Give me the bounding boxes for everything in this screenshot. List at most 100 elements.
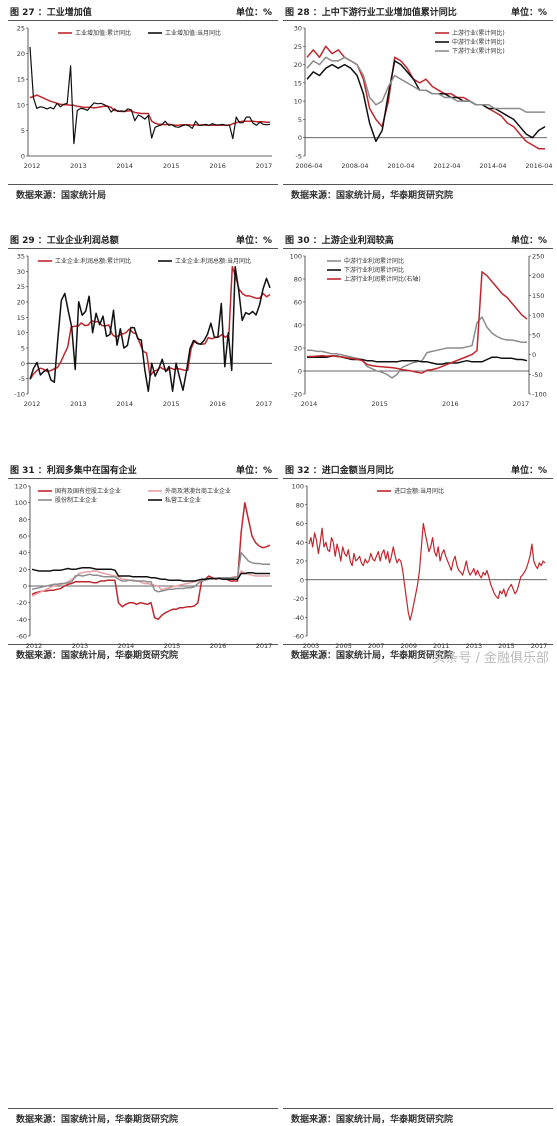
data-source: 数据来源：国家统计局，华泰期货研究院 (16, 1115, 179, 1125)
x-tick-label: 2017 (256, 642, 273, 650)
x-tick-label: 2013 (466, 642, 483, 650)
y-tick-label: 10 (17, 101, 25, 109)
x-tick-label: 2014 (117, 400, 134, 408)
y2-tick-label: -100 (532, 391, 547, 399)
y-tick-label: -40 (16, 616, 27, 624)
x-tick-label: 2015 (163, 400, 180, 408)
series-line (307, 316, 527, 379)
y-tick-label: 20 (19, 566, 27, 574)
x-tick-label: 2006-04 (295, 162, 322, 170)
x-tick-label: 2005 (335, 642, 352, 650)
series-line (31, 566, 270, 582)
y-tick-label: 80 (19, 516, 27, 524)
line-chart: -60 -40 -20 0 20 40 60 80 100 2003 2005 2007 2009 201… (292, 483, 548, 651)
series-line (307, 271, 528, 374)
x-tick-label: 2015 (163, 162, 180, 170)
y-tick-label: 20 (294, 345, 302, 353)
unit-label: 单位：% (510, 466, 547, 476)
legend-label: 工业企业:利润总额:累计同比 (55, 257, 131, 265)
y-tick-label: 0 (298, 368, 302, 376)
line-chart: -60 -40 -20 0 20 40 60 80 100 120 2012 2013 2014 2015… (15, 483, 273, 651)
x-tick-label: 2009 (400, 642, 417, 650)
legend-label: 外商及港澳台商工业企业 (165, 487, 231, 495)
panel-footer: 数据来源：国家统计局，华泰期货研究院 (8, 1108, 278, 1125)
unit-label: 单位：% (235, 8, 272, 18)
unit-label: 单位：% (510, 8, 547, 18)
x-tick-label: 2011 (433, 642, 450, 650)
y-tick-label: 0 (21, 360, 25, 368)
figure-title: 图 32 ：进口金额当月同比 (285, 466, 394, 476)
chart-panel: 图 27 ：工业增加值 单位：% 0 5 10 15 20 25 2012 2013 2014 201… (8, 4, 278, 202)
y-tick-label: 30 (17, 268, 25, 276)
series-line (29, 46, 271, 145)
y-tick-label: 25 (17, 25, 25, 33)
line-chart: -20 0 20 40 60 80 100 -100 -50 0 50 100 150 200 250 201… (290, 253, 547, 409)
y-tick-label: 20 (17, 299, 25, 307)
x-tick-label: 2016-04 (525, 162, 552, 170)
legend-label: 中游行业(累计同比) (452, 38, 505, 46)
x-tick-label: 2014-04 (479, 162, 506, 170)
y-tick-label: -20 (291, 391, 302, 399)
data-source: 数据来源：国家统计局，华泰期货研究院 (291, 191, 454, 201)
y-tick-label: 15 (17, 314, 25, 322)
x-tick-label: 2017 (531, 642, 548, 650)
y2-tick-label: 250 (532, 253, 544, 261)
y-tick-label: 5 (21, 345, 25, 353)
y2-tick-label: 200 (532, 272, 544, 280)
y-tick-label: -60 (16, 633, 27, 641)
y-tick-label: 40 (296, 539, 304, 547)
x-tick-label: 2015 (371, 400, 388, 408)
data-source: 数据来源：国家统计局 (16, 191, 107, 201)
data-source: 数据来源：国家统计局，华泰期货研究院 (291, 651, 454, 661)
y-tick-label: 0 (300, 576, 304, 584)
y-tick-label: -20 (293, 595, 304, 603)
legend-label: 工业企业:利润总额:当月同比 (175, 257, 251, 265)
x-tick-label: 2014 (117, 162, 134, 170)
y-tick-label: 35 (17, 253, 25, 261)
data-source: 数据来源：国家统计局，华泰期货研究院 (291, 1115, 454, 1125)
series-line (31, 551, 270, 593)
panel-header: 图 31 ：利润多集中在国有企业 单位：% (8, 462, 278, 479)
figure-title: 图 27 ：工业增加值 (10, 8, 92, 18)
y-tick-label: 60 (296, 520, 304, 528)
x-tick-label: 2012 (24, 400, 41, 408)
figure-title: 图 31 ：利润多集中在国有企业 (10, 466, 137, 476)
y-tick-label: 0 (21, 153, 25, 161)
data-source: 数据来源：国家统计局，华泰期货研究院 (16, 651, 179, 661)
legend-label: 下游行业(累计同比) (452, 47, 505, 55)
series-line (29, 94, 270, 127)
y2-tick-label: 150 (532, 292, 544, 300)
chart-panel: 图 28 ：上中下游行业工业增加值累计同比 单位：% -5 0 5 10 15 20 25 30 2… (283, 4, 553, 202)
y-tick-label: 10 (17, 329, 25, 337)
x-tick-label: 2016 (442, 400, 459, 408)
y-tick-label: 0 (298, 134, 302, 142)
figure-title: 图 30 ：上游企业利润较高 (285, 236, 394, 246)
y-tick-label: 25 (17, 283, 25, 291)
line-chart: -5 0 5 10 15 20 25 30 2006-04 2008-04 2010-04 2012-… (294, 25, 553, 171)
x-tick-label: 2015 (164, 642, 181, 650)
chart-panel: 图 32 ：进口金额当月同比 单位：% -60 -40 -20 0 20 40 60 80 100 2… (283, 462, 553, 1126)
panel-footer: 数据来源：国家统计局 (8, 184, 278, 201)
x-tick-label: 2007 (368, 642, 385, 650)
y-tick-label: 0 (23, 583, 27, 591)
panel-header: 图 28 ：上中下游行业工业增加值累计同比 单位：% (283, 4, 553, 21)
y-tick-label: 10 (294, 98, 302, 106)
legend-label: 进口金额:当月同比 (394, 487, 444, 495)
y2-tick-label: 50 (532, 331, 540, 339)
y-tick-label: -20 (16, 599, 27, 607)
panel-header: 图 32 ：进口金额当月同比 单位：% (283, 462, 553, 479)
line-chart: 0 5 10 15 20 25 2012 2013 2014 2015 2016 2017 工业增加值:… (17, 25, 273, 171)
y-tick-label: 20 (296, 558, 304, 566)
unit-label: 单位：% (510, 236, 547, 246)
x-tick-label: 2014 (301, 400, 318, 408)
y2-tick-label: 0 (532, 351, 536, 359)
x-tick-label: 2016 (209, 162, 226, 170)
y2-tick-label: 100 (532, 312, 544, 320)
x-tick-label: 2012 (24, 162, 41, 170)
line-chart: -10 -5 0 5 10 15 20 25 30 35 2012 2013 2014 2015 2016 2… (14, 253, 272, 409)
x-tick-label: 2003 (303, 642, 320, 650)
y-tick-label: -60 (293, 633, 304, 641)
panel-footer: 数据来源：国家统计局，华泰期货研究院 (283, 644, 553, 661)
chart-panel: 图 31 ：利润多集中在国有企业 单位：% -60 -40 -20 0 20 40 60 80 10… (8, 462, 278, 1126)
legend-label: 下游行业利润累计同比 (344, 266, 404, 274)
